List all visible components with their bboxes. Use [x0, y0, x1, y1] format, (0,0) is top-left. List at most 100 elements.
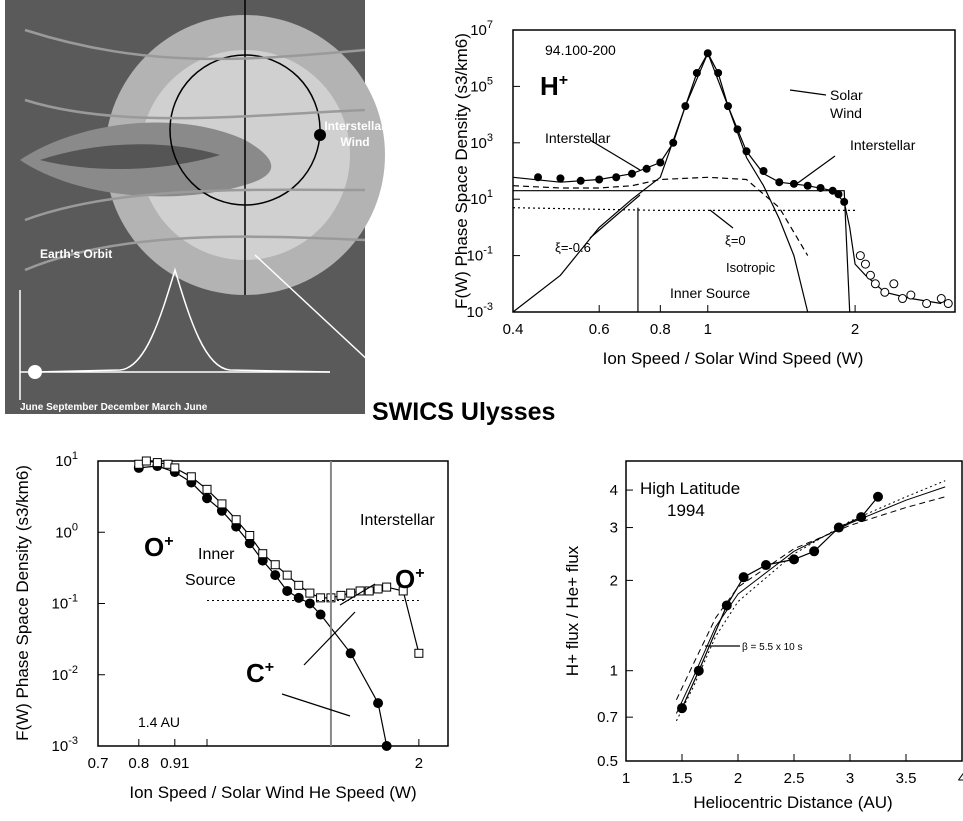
- series-line: [681, 496, 879, 709]
- data-point: [381, 741, 392, 751]
- data-point: [761, 560, 771, 571]
- start-dot: [28, 365, 42, 379]
- x-tick-label: 3.5: [896, 770, 917, 787]
- x-tick-label: 0.8: [128, 755, 149, 772]
- data-point: [152, 458, 162, 468]
- data-point: [880, 287, 890, 297]
- months-label: June September December March June: [20, 402, 208, 413]
- annotation: Inner: [198, 546, 235, 563]
- annotation: Source: [185, 572, 236, 589]
- data-point: [627, 169, 636, 178]
- data-point: [382, 582, 392, 592]
- wind-arrow-1: [24, 28, 366, 61]
- data-point: [186, 472, 196, 482]
- data-point: [669, 138, 678, 147]
- wind-arrow-2: [24, 98, 366, 120]
- pointer-line: [254, 254, 401, 391]
- x-tick-label: 0.7: [88, 755, 109, 772]
- x-tick-label: 0.4: [503, 321, 524, 338]
- fit-line: [675, 480, 946, 722]
- x-axis-label: Heliocentric Distance (AU): [693, 793, 892, 812]
- data-point: [315, 609, 326, 620]
- arrow-line: [789, 89, 827, 96]
- data-point: [534, 173, 543, 182]
- data-point: [642, 164, 651, 173]
- x-tick-label: 2: [734, 770, 742, 787]
- x-tick-label: 2: [415, 755, 423, 772]
- annotation: Solar: [830, 87, 863, 103]
- series-line: [513, 190, 851, 313]
- data-point: [681, 102, 690, 111]
- data-point: [803, 181, 812, 190]
- data-point: [294, 580, 304, 590]
- annotation: 1994: [667, 501, 705, 520]
- data-point: [789, 179, 798, 188]
- data-point: [789, 554, 799, 565]
- data-point: [870, 279, 880, 289]
- annotation: ξ=0: [725, 233, 746, 248]
- data-point: [834, 190, 843, 199]
- data-point: [270, 570, 281, 581]
- data-point: [373, 698, 384, 709]
- data-point: [576, 176, 585, 185]
- data-point: [742, 147, 751, 156]
- arrow-line: [794, 155, 836, 186]
- data-point: [373, 584, 383, 594]
- y-tick-label: 2: [610, 572, 618, 589]
- wind-arrow-3: [24, 188, 366, 222]
- data-point: [316, 593, 326, 603]
- annotation: 1.4 AU: [138, 714, 180, 730]
- arrow-line: [589, 194, 641, 239]
- data-point: [217, 499, 227, 509]
- y-tick-label: 1: [610, 663, 618, 680]
- data-point: [141, 456, 151, 466]
- x-tick-label: 1: [622, 770, 630, 787]
- data-point: [346, 588, 356, 598]
- data-point: [293, 592, 304, 603]
- data-point: [936, 294, 946, 304]
- x-tick-label: 2.5: [784, 770, 805, 787]
- y-tick-label: 0.7: [597, 709, 618, 726]
- annotation: β = 5.5 x 10 s: [742, 642, 803, 653]
- x-tick-label: 0.6: [589, 321, 610, 338]
- data-point: [305, 588, 315, 598]
- series-line: [512, 176, 809, 256]
- data-point: [759, 167, 768, 175]
- plot-frame: [512, 29, 956, 313]
- y-axis-label: F(W) Phase Space Density (s3/km6): [452, 33, 471, 309]
- y-tick-label: 4: [610, 482, 618, 499]
- data-point: [202, 484, 212, 494]
- data-point: [336, 590, 346, 600]
- data-point: [855, 251, 865, 261]
- x-tick-label: 1.5: [672, 770, 693, 787]
- annotation: Interstellar: [360, 512, 435, 529]
- y-tick-label: 0.5: [597, 753, 618, 770]
- data-point: [703, 49, 712, 58]
- x-tick-label: 0.8: [650, 321, 671, 338]
- arrow-line: [589, 139, 641, 171]
- data-point: [898, 294, 908, 304]
- x-tick-label: 1: [704, 321, 712, 338]
- earth-dot: [314, 129, 326, 141]
- data-point: [816, 183, 825, 192]
- earth-orbit-label: Earth's Orbit: [40, 247, 112, 261]
- fit-line: [675, 496, 946, 701]
- data-point: [943, 299, 953, 309]
- focusing-cone-core: [40, 144, 220, 170]
- data-point: [860, 259, 870, 269]
- data-point: [170, 463, 180, 473]
- data-point: [906, 290, 916, 300]
- data-point: [244, 538, 255, 549]
- data-point: [282, 570, 292, 580]
- arrow-line: [281, 693, 351, 717]
- annotation: Wind: [830, 105, 862, 121]
- x-tick-label: 4: [958, 770, 963, 787]
- data-point: [282, 585, 293, 596]
- y-axis-label: F(W) Phase Space Density (s3/km6): [13, 465, 32, 741]
- data-point: [889, 279, 899, 289]
- data-point: [714, 68, 723, 77]
- annotation: High Latitude: [640, 479, 740, 498]
